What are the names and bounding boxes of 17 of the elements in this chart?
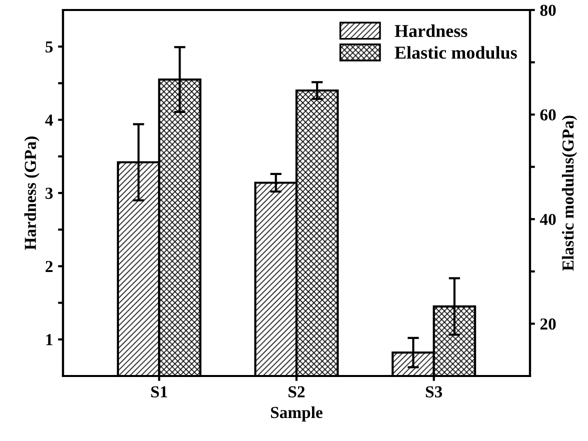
y-tick-label: 3 [46,188,53,199]
y-tick-label: 4 [45,114,53,126]
y-axis-title: Hardness (GPa) [24,136,40,250]
y2-axis-title: Elastic modulus(GPa) [562,116,578,271]
y-tick-label: 1 [46,334,52,346]
x-tick-label: S1 [151,386,168,398]
y2-tick-label: 40 [540,214,556,226]
y2-tick-label: 60 [540,109,556,121]
y2-tick-label: 80 [540,4,556,16]
x-tick-label: S2 [288,386,305,398]
legend-label: Elastic modulus [394,46,517,59]
y2-tick-label: 20 [540,318,556,330]
x-tick-label: S3 [426,386,442,398]
legend-label: Hardness [394,24,468,38]
x-axis-title: Sample [270,406,322,422]
y-tick-label: 5 [46,41,53,53]
y-tick-label: 2 [46,260,53,272]
